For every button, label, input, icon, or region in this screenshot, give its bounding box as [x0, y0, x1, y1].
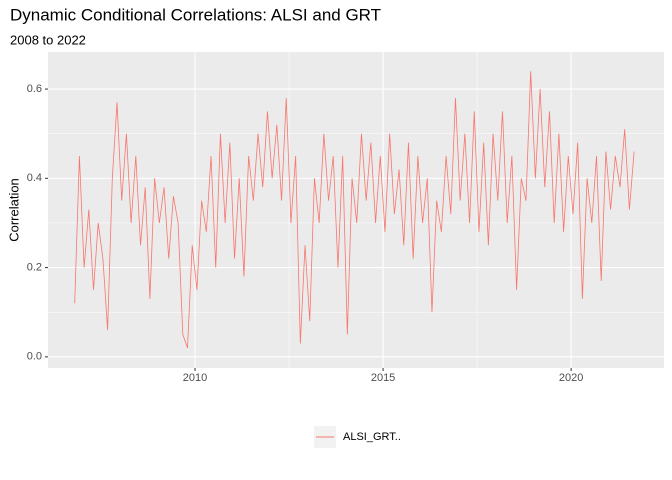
chart-subtitle: 2008 to 2022	[10, 32, 86, 47]
y-tick-label: 0.0	[27, 351, 42, 363]
plot-panel	[48, 52, 664, 368]
series-line	[74, 71, 635, 349]
chart-title: Dynamic Conditional Correlations: ALSI a…	[10, 5, 381, 24]
y-axis-title: Correlation	[6, 178, 21, 242]
x-tick-label: 2010	[183, 372, 207, 384]
y-tick-label: 0.6	[27, 83, 42, 95]
x-tick-label: 2015	[371, 372, 395, 384]
x-tick-label: 2020	[559, 372, 583, 384]
legend-label: ALSI_GRT..	[343, 431, 401, 443]
y-tick-label: 0.4	[27, 172, 42, 184]
y-tick-label: 0.2	[27, 261, 42, 273]
